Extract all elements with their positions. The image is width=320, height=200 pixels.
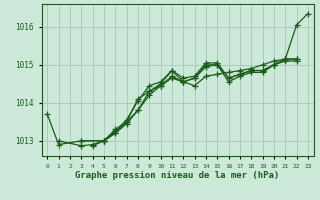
X-axis label: Graphe pression niveau de la mer (hPa): Graphe pression niveau de la mer (hPa)	[76, 171, 280, 180]
